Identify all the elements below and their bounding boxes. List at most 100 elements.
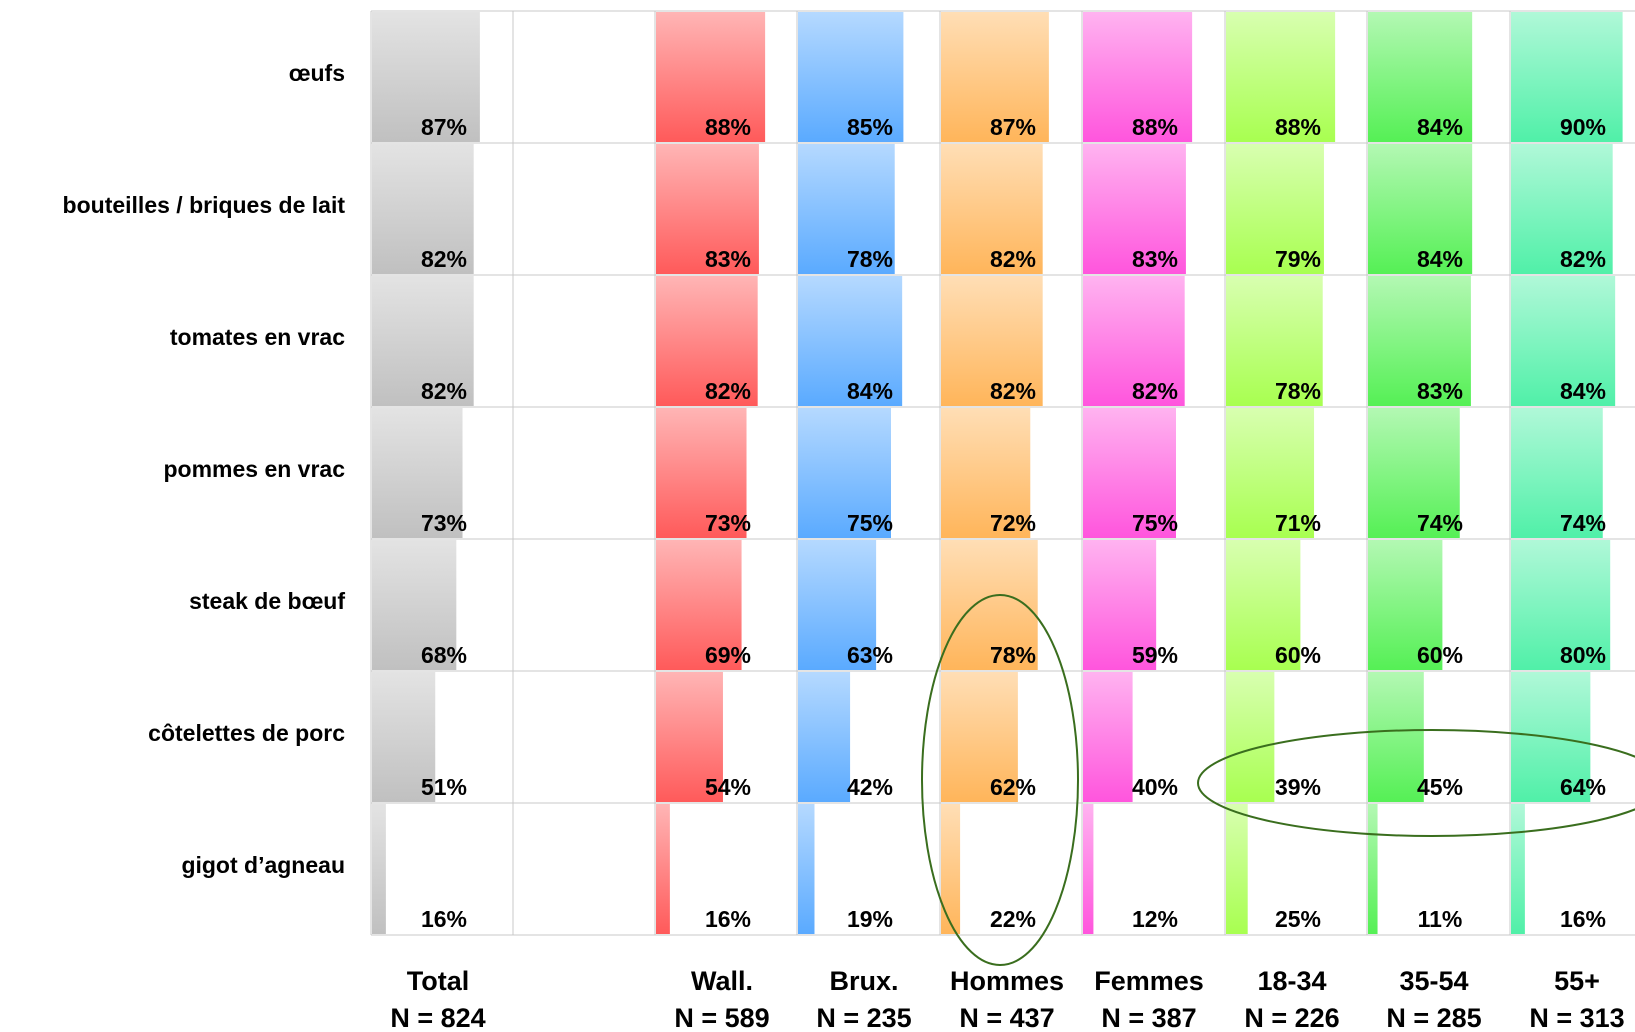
- bars: [372, 12, 1623, 934]
- bar: [798, 804, 815, 934]
- data-label: 78%: [847, 246, 893, 272]
- data-label: 82%: [1560, 246, 1606, 272]
- data-label: 82%: [990, 246, 1036, 272]
- data-label: 82%: [990, 378, 1036, 404]
- data-label: 75%: [847, 510, 893, 536]
- data-label: 51%: [421, 774, 467, 800]
- data-label: 84%: [1417, 114, 1463, 140]
- bar: [656, 540, 742, 670]
- grid: [370, 10, 1635, 936]
- data-label: 39%: [1275, 774, 1321, 800]
- bar: [1226, 12, 1336, 142]
- data-label: 82%: [421, 246, 467, 272]
- data-label: 12%: [1132, 906, 1178, 932]
- bar: [1511, 408, 1603, 538]
- data-label: 74%: [1417, 510, 1463, 536]
- data-label: 40%: [1132, 774, 1178, 800]
- bar: [1368, 408, 1460, 538]
- series-n-label: N = 824: [390, 1003, 485, 1032]
- bar: [798, 144, 895, 274]
- bar: [1083, 804, 1094, 934]
- data-label: 82%: [421, 378, 467, 404]
- series-name-label: 55+: [1554, 966, 1600, 996]
- bar: [798, 540, 877, 670]
- data-label: 59%: [1132, 642, 1178, 668]
- bar: [372, 408, 463, 538]
- bar: [1226, 276, 1323, 406]
- series-n-label: N = 437: [959, 1003, 1054, 1032]
- series-n-label: N = 235: [816, 1003, 911, 1032]
- series-labels: Total N = 824 Wall. N = 589 Brux. N = 235 Homm…: [390, 966, 1624, 1032]
- data-label: 73%: [705, 510, 751, 536]
- data-label: 85%: [847, 114, 893, 140]
- bar: [1083, 408, 1176, 538]
- category-labels: œufs bouteilles / briques de lait tomates …: [63, 60, 346, 878]
- category-label: pommes en vrac: [163, 456, 345, 482]
- bar: [798, 12, 904, 142]
- bar: [372, 276, 474, 406]
- bar: [1083, 144, 1186, 274]
- category-label: gigot d’agneau: [181, 852, 345, 878]
- category-label: côtelettes de porc: [148, 720, 345, 746]
- bar: [1511, 144, 1613, 274]
- series-n-label: N = 285: [1386, 1003, 1481, 1032]
- bar: [798, 276, 903, 406]
- data-label: 87%: [990, 114, 1036, 140]
- bar: [941, 540, 1038, 670]
- bar: [1511, 12, 1623, 142]
- data-label: 45%: [1417, 774, 1463, 800]
- data-label: 78%: [1275, 378, 1321, 404]
- bar: [1368, 12, 1473, 142]
- data-label: 62%: [990, 774, 1036, 800]
- highlight-ellipses: [921, 594, 1635, 966]
- data-label: 87%: [421, 114, 467, 140]
- bar: [656, 408, 747, 538]
- data-label: 84%: [1560, 378, 1606, 404]
- data-label: 60%: [1417, 642, 1463, 668]
- bar: [372, 144, 474, 274]
- bar: [1226, 672, 1275, 802]
- bar: [1368, 804, 1378, 934]
- data-label: 42%: [847, 774, 893, 800]
- data-label: 69%: [705, 642, 751, 668]
- bar: [1083, 12, 1193, 142]
- data-label: 88%: [705, 114, 751, 140]
- data-label: 84%: [847, 378, 893, 404]
- bar: [1226, 408, 1315, 538]
- data-label: 64%: [1560, 774, 1606, 800]
- bar: [1511, 276, 1616, 406]
- data-label: 60%: [1275, 642, 1321, 668]
- bar: [941, 408, 1031, 538]
- bar: [1368, 276, 1471, 406]
- data-label: 11%: [1418, 906, 1463, 932]
- bar: [372, 540, 457, 670]
- series-name-label: 18-34: [1257, 966, 1326, 996]
- bar: [656, 804, 670, 934]
- data-label: 16%: [421, 906, 467, 932]
- series-n-label: N = 313: [1529, 1003, 1624, 1032]
- series-n-label: N = 387: [1101, 1003, 1196, 1032]
- data-label: 16%: [1560, 906, 1606, 932]
- bar: [656, 672, 723, 802]
- bar: [1083, 540, 1157, 670]
- category-label: steak de bœuf: [189, 588, 345, 614]
- data-label: 82%: [705, 378, 751, 404]
- data-labels: 87% 82% 82% 73% 68% 51% 16% 88% 83% 82% 73% 69% 54% 1…: [421, 114, 1606, 932]
- highlight-ellipse: [921, 594, 1079, 966]
- bar: [1083, 276, 1185, 406]
- bar: [656, 12, 766, 142]
- bar: [1368, 672, 1424, 802]
- bar: [656, 144, 759, 274]
- data-label: 79%: [1275, 246, 1321, 272]
- series-name-label: Brux.: [829, 966, 898, 996]
- category-label: œufs: [289, 60, 345, 86]
- data-label: 19%: [847, 906, 893, 932]
- bar: [941, 672, 1018, 802]
- bar: [941, 276, 1043, 406]
- data-label: 68%: [421, 642, 467, 668]
- bar: [1226, 804, 1248, 934]
- bar: [1511, 540, 1611, 670]
- data-label: 63%: [847, 642, 893, 668]
- data-label: 25%: [1275, 906, 1321, 932]
- bar: [1083, 672, 1133, 802]
